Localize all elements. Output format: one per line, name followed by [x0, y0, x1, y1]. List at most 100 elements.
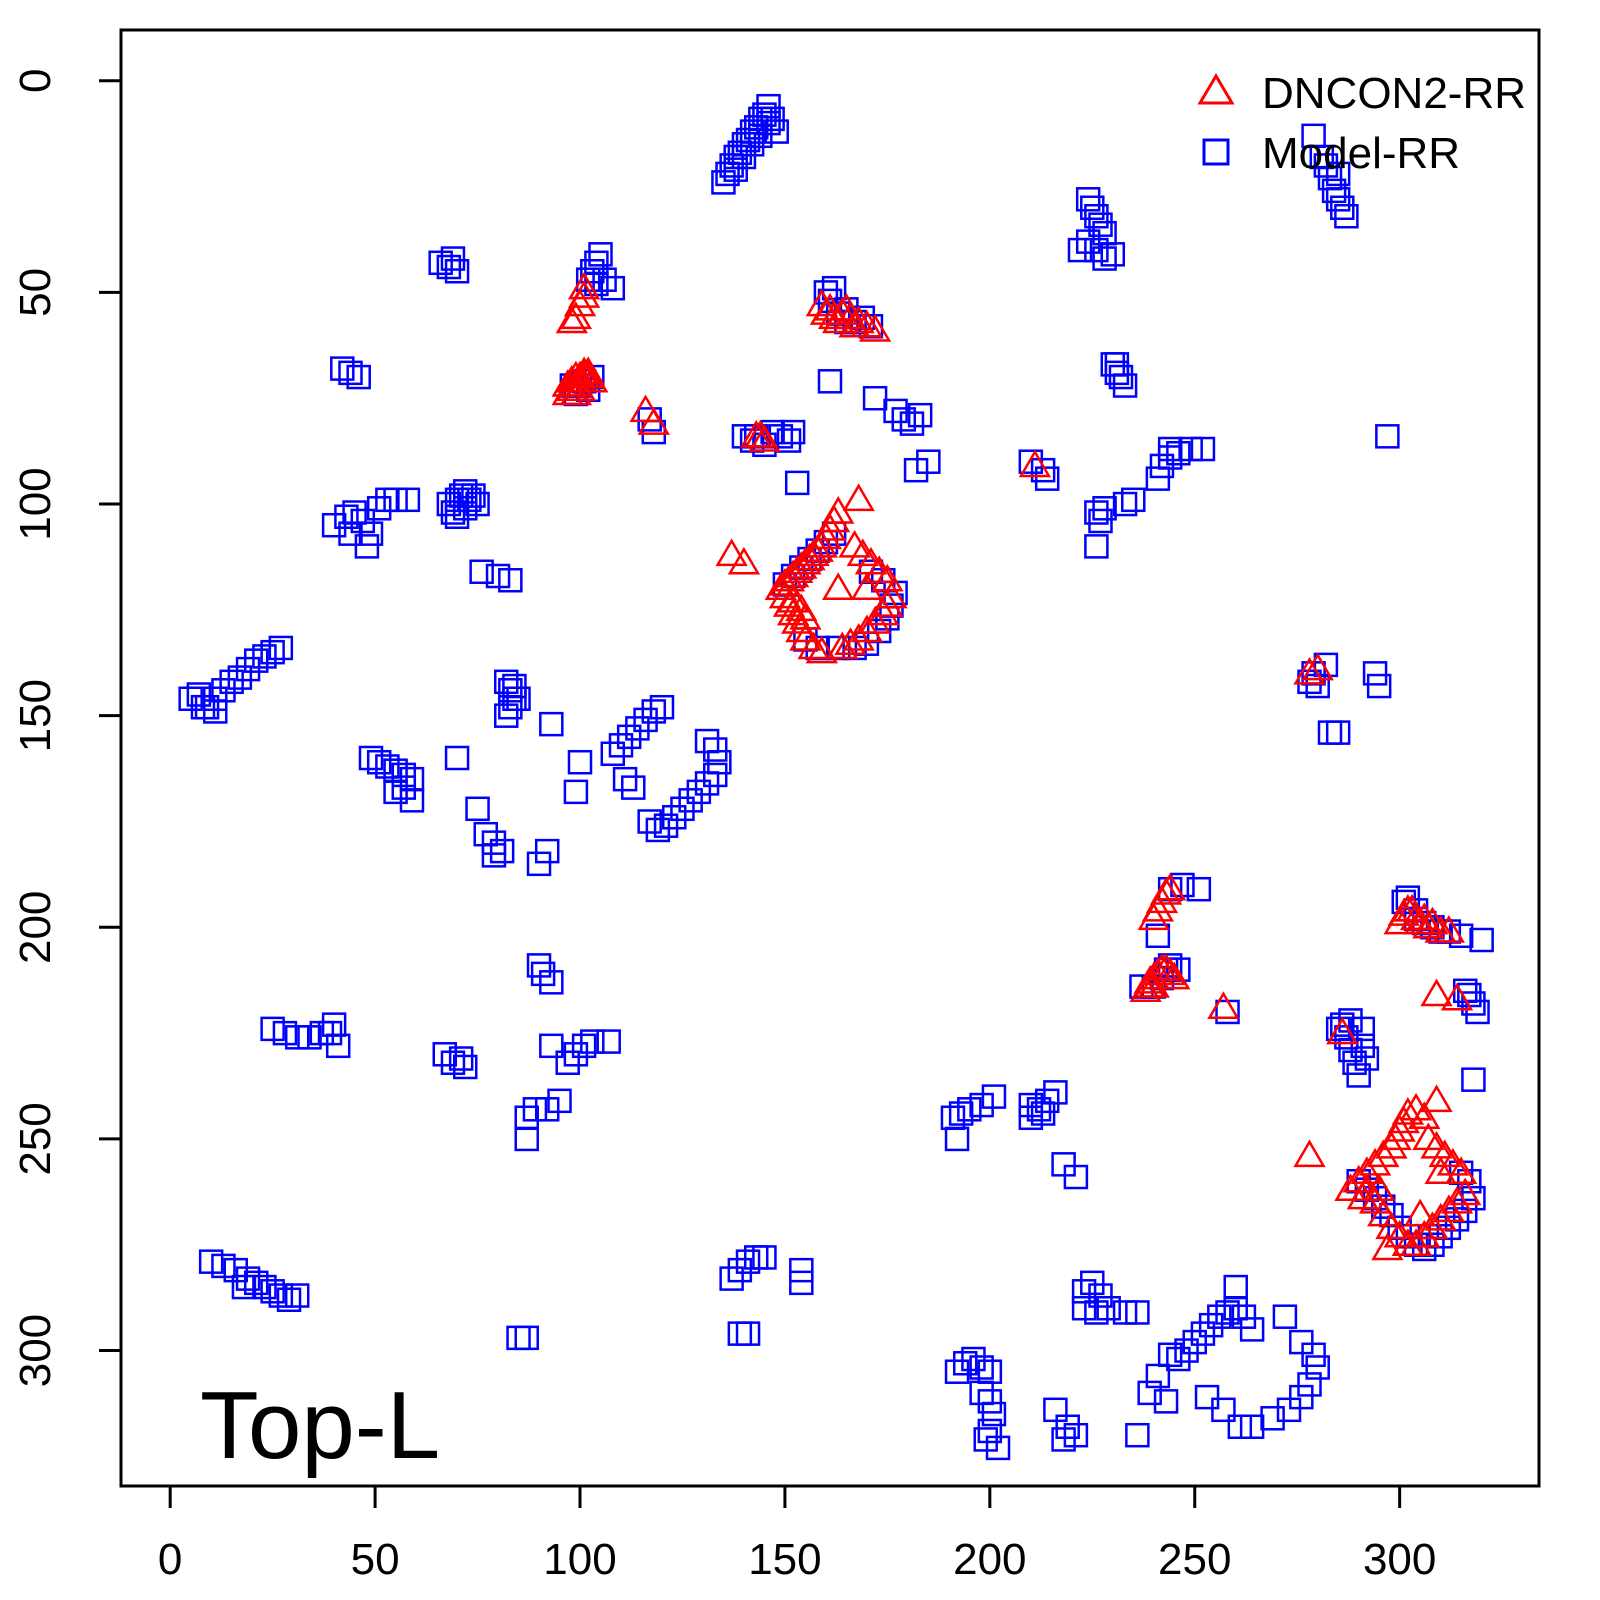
model-rr-point [514, 1325, 539, 1351]
dncon2-rr-point [797, 631, 830, 660]
model-rr-point [1182, 1329, 1207, 1355]
panel-annotation: Top-L [200, 1372, 440, 1479]
model-rr-point [981, 1084, 1007, 1109]
dncon2-rr-point [1424, 1156, 1457, 1185]
model-rr-point [1108, 364, 1134, 390]
model-rr-point [268, 635, 294, 661]
x-tick-label: 150 [748, 1535, 821, 1584]
model-rr-point [756, 110, 781, 136]
model-rr-point [186, 682, 212, 707]
dncon2-rr-point [1424, 1202, 1457, 1231]
dncon2-rr-point [1399, 1228, 1433, 1256]
model-rr-point [1317, 720, 1343, 745]
model-rr-point [1125, 1422, 1150, 1448]
model-rr-point [1030, 1101, 1056, 1126]
model-rr-point [276, 1287, 302, 1313]
model-rr-point [756, 93, 781, 119]
model-rr-point [1325, 187, 1351, 212]
model-rr-point [297, 1025, 322, 1050]
model-rr-point [465, 491, 490, 517]
model-rr-point [1366, 673, 1392, 699]
model-rr-point [506, 1325, 531, 1351]
model-rr-point [1075, 229, 1101, 254]
model-rr-point [526, 851, 552, 877]
dncon2-rr-point [1436, 1147, 1470, 1176]
model-rr-point [571, 1033, 597, 1059]
x-axis: 0 50 100 150 200 250 300 [158, 1484, 1436, 1584]
model-rr-point [731, 144, 757, 170]
model-rr-point [203, 699, 228, 724]
model-rr-point [743, 115, 769, 140]
model-rr-point [1145, 466, 1171, 491]
model-rr-point [1166, 441, 1191, 466]
model-rr-point [375, 754, 400, 779]
model-rr-point [1034, 466, 1060, 491]
x-tick-label: 200 [953, 1535, 1026, 1584]
model-rr-point [1465, 999, 1490, 1025]
model-rr-point [711, 170, 736, 195]
dncon2-rr-point [567, 271, 601, 300]
model-rr-point [1088, 212, 1113, 237]
model-rr-point [1043, 1397, 1068, 1423]
model-rr-point [502, 673, 527, 699]
model-rr-point [243, 1270, 269, 1296]
model-rr-point [252, 1274, 277, 1300]
model-rr-point [1338, 1037, 1363, 1063]
model-rr-point [243, 648, 269, 673]
model-rr-point [358, 745, 384, 771]
model-rr-point [1137, 1380, 1162, 1406]
dncon2-rr-point [822, 572, 855, 600]
dncon2-rr-point [1334, 1173, 1367, 1201]
model-rr-point [1145, 923, 1171, 949]
y-tick-label: 150 [11, 679, 60, 752]
model-rr-point [944, 1359, 970, 1384]
dncon2-rr-point [1403, 1198, 1437, 1227]
model-rr-point [444, 504, 470, 529]
model-rr-point [1063, 1164, 1089, 1190]
model-rr-point [383, 779, 408, 805]
model-rr-point [534, 1097, 560, 1122]
model-rr-point [707, 749, 732, 775]
dncon2-rr-point [748, 424, 781, 452]
model-rr-point [1452, 1198, 1478, 1224]
series-dncon2-rr [551, 271, 1482, 1261]
model-rr-point [580, 1029, 605, 1054]
model-rr-point [514, 1126, 539, 1152]
model-rr-point [448, 1046, 474, 1071]
dncon2-rr-point [809, 297, 843, 325]
model-rr-point [473, 821, 498, 847]
model-rr-point [735, 1321, 761, 1346]
dncon2-rr-point [559, 377, 593, 406]
model-rr-point [485, 563, 511, 589]
model-rr-point [1194, 1384, 1220, 1410]
model-rr-point [1346, 1063, 1371, 1088]
y-tick-label: 0 [11, 69, 60, 93]
dncon2-rr-point [1432, 915, 1466, 943]
dncon2-rr-point [846, 538, 879, 567]
dncon2-rr-point [1129, 974, 1162, 1003]
model-rr-point [1080, 195, 1105, 221]
dncon2-rr-point [555, 305, 588, 334]
model-rr-point [678, 788, 703, 813]
dncon2-rr-point [842, 483, 875, 512]
dncon2-rr-point [629, 394, 662, 423]
model-rr-point [1084, 203, 1109, 229]
model-rr-point [1178, 436, 1203, 462]
y-tick-label: 300 [11, 1314, 60, 1387]
dncon2-rr-point [1018, 449, 1052, 478]
legend-triangle-marker [1197, 73, 1235, 105]
model-rr-point [1157, 1342, 1183, 1368]
model-rr-point [862, 385, 888, 411]
model-rr-point [506, 686, 531, 711]
model-rr-point [203, 686, 228, 711]
model-rr-point [1166, 1346, 1191, 1372]
model-rr-point [453, 1054, 478, 1080]
dncon2-rr-point [1420, 1130, 1453, 1159]
model-rr-point [948, 1101, 974, 1126]
model-rr-point [1211, 1397, 1236, 1423]
model-rr-point [198, 1249, 224, 1274]
model-rr-point [1469, 927, 1494, 953]
dncon2-rr-point [572, 360, 605, 389]
model-rr-point [211, 1253, 236, 1279]
model-rr-point [284, 1283, 310, 1308]
